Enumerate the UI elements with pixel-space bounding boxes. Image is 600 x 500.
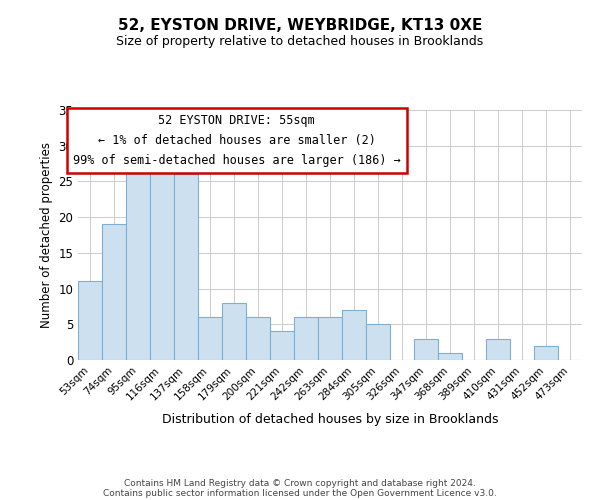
Bar [366, 324, 390, 360]
Text: 52, EYSTON DRIVE, WEYBRIDGE, KT13 0XE: 52, EYSTON DRIVE, WEYBRIDGE, KT13 0XE [118, 18, 482, 32]
Bar [270, 332, 294, 360]
Bar [534, 346, 558, 360]
Bar [294, 317, 318, 360]
Text: Contains public sector information licensed under the Open Government Licence v3: Contains public sector information licen… [103, 488, 497, 498]
Bar [198, 317, 222, 360]
Text: Contains HM Land Registry data © Crown copyright and database right 2024.: Contains HM Land Registry data © Crown c… [124, 478, 476, 488]
Bar [174, 174, 198, 360]
Y-axis label: Number of detached properties: Number of detached properties [40, 142, 53, 328]
Bar [150, 160, 174, 360]
Bar [414, 338, 438, 360]
Bar [342, 310, 366, 360]
Text: 52 EYSTON DRIVE: 55sqm
← 1% of detached houses are smaller (2)
99% of semi-detac: 52 EYSTON DRIVE: 55sqm ← 1% of detached … [73, 114, 401, 167]
X-axis label: Distribution of detached houses by size in Brooklands: Distribution of detached houses by size … [162, 413, 498, 426]
Bar [246, 317, 270, 360]
Bar [222, 303, 246, 360]
Bar [318, 317, 342, 360]
Bar [438, 353, 462, 360]
Bar [78, 282, 102, 360]
Bar [102, 224, 126, 360]
Text: Size of property relative to detached houses in Brooklands: Size of property relative to detached ho… [116, 35, 484, 48]
Bar [126, 160, 150, 360]
Bar [486, 338, 510, 360]
